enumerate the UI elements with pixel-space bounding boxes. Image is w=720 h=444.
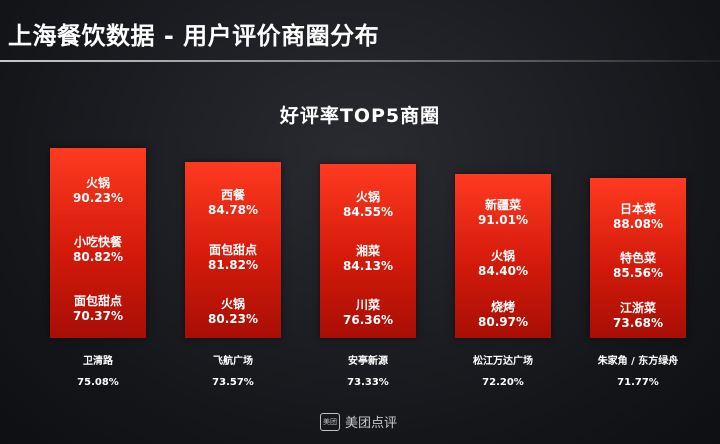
bar-5: 日本菜 88.08% 特色菜 85.56% 江浙菜 73.68% bbox=[590, 178, 686, 338]
meituan-logo-icon: 美团 bbox=[320, 412, 340, 431]
cuisine-name: 特色菜 bbox=[619, 251, 656, 265]
cuisine-rate: 84.40% bbox=[478, 264, 528, 278]
cuisine-name: 西餐 bbox=[220, 188, 245, 202]
bar-cuisine-item: 面包甜点 70.37% bbox=[50, 294, 146, 324]
bar-1: 火锅 90.23% 小吃快餐 80.82% 面包甜点 70.37% bbox=[50, 148, 146, 338]
bar-cuisine-item: 小吃快餐 80.82% bbox=[50, 235, 146, 265]
bar-cuisine-item: 川菜 76.36% bbox=[320, 298, 416, 328]
category-label: 朱家角 / 东方绿舟 bbox=[597, 356, 679, 367]
cuisine-name: 火锅 bbox=[220, 297, 245, 311]
cuisine-name: 火锅 bbox=[355, 190, 380, 204]
bar-cuisine-item: 火锅 84.55% bbox=[320, 190, 416, 220]
category-label: 安亭新源 bbox=[348, 356, 388, 367]
cuisine-rate: 84.13% bbox=[343, 259, 393, 273]
cuisine-name: 面包甜点 bbox=[73, 294, 122, 308]
bar-cuisine-item: 火锅 90.23% bbox=[50, 176, 146, 206]
category-label: 松江万达广场 bbox=[473, 356, 533, 367]
cuisine-rate: 80.82% bbox=[73, 250, 123, 264]
cuisine-rate: 90.23% bbox=[73, 191, 123, 205]
bar-4: 新疆菜 91.01% 火锅 84.40% 烧烤 80.97% bbox=[455, 174, 551, 338]
cuisine-name: 湘菜 bbox=[355, 244, 380, 258]
cuisine-rate: 80.23% bbox=[208, 312, 258, 326]
brand-logo: 美团 美团点评 bbox=[320, 412, 397, 431]
bar-cuisine-item: 湘菜 84.13% bbox=[320, 244, 416, 274]
cuisine-rate: 73.68% bbox=[613, 316, 663, 330]
cuisine-name: 江浙菜 bbox=[619, 301, 656, 315]
chart-title: 好评率TOP5商圈 bbox=[279, 105, 441, 127]
value-label: 72.20% bbox=[482, 377, 524, 388]
value-label: 73.33% bbox=[347, 377, 389, 388]
bar-cuisine-item: 日本菜 88.08% bbox=[590, 202, 686, 232]
bar-cuisine-item: 火锅 84.40% bbox=[455, 249, 551, 279]
category-label: 卫清路 bbox=[83, 356, 113, 367]
category-label: 飞航广场 bbox=[213, 356, 253, 367]
cuisine-rate: 81.82% bbox=[208, 258, 258, 272]
title-divider bbox=[0, 60, 720, 62]
cuisine-name: 小吃快餐 bbox=[73, 235, 122, 249]
cuisine-name: 火锅 bbox=[85, 176, 110, 190]
cuisine-rate: 91.01% bbox=[478, 213, 528, 227]
bar-cuisine-item: 西餐 84.78% bbox=[185, 188, 281, 218]
value-label: 71.77% bbox=[617, 377, 659, 388]
bar-cuisine-item: 特色菜 85.56% bbox=[590, 251, 686, 281]
cuisine-rate: 84.78% bbox=[208, 203, 258, 217]
cuisine-name: 面包甜点 bbox=[208, 243, 257, 257]
cuisine-name: 川菜 bbox=[355, 298, 380, 312]
cuisine-name: 日本菜 bbox=[619, 202, 656, 216]
cuisine-name: 烧烤 bbox=[490, 300, 515, 314]
bar-cuisine-item: 面包甜点 81.82% bbox=[185, 243, 281, 273]
cuisine-name: 新疆菜 bbox=[484, 198, 521, 212]
page-title: 上海餐饮数据 - 用户评价商圈分布 bbox=[8, 22, 380, 50]
cuisine-rate: 88.08% bbox=[613, 217, 663, 231]
value-label: 73.57% bbox=[212, 377, 254, 388]
cuisine-name: 火锅 bbox=[490, 249, 515, 263]
bar-cuisine-item: 江浙菜 73.68% bbox=[590, 301, 686, 331]
cuisine-rate: 80.97% bbox=[478, 315, 528, 329]
bar-3: 火锅 84.55% 湘菜 84.13% 川菜 76.36% bbox=[320, 164, 416, 338]
bar-cuisine-item: 火锅 80.23% bbox=[185, 297, 281, 327]
bar-cuisine-item: 烧烤 80.97% bbox=[455, 300, 551, 330]
bar-cuisine-item: 新疆菜 91.01% bbox=[455, 198, 551, 228]
value-label: 75.08% bbox=[77, 377, 119, 388]
cuisine-rate: 70.37% bbox=[73, 309, 123, 323]
brand-name: 美团点评 bbox=[345, 416, 398, 431]
cuisine-rate: 76.36% bbox=[343, 313, 393, 327]
cuisine-rate: 85.56% bbox=[613, 266, 663, 280]
bar-2: 西餐 84.78% 面包甜点 81.82% 火锅 80.23% bbox=[185, 162, 281, 338]
cuisine-rate: 84.55% bbox=[343, 205, 393, 219]
